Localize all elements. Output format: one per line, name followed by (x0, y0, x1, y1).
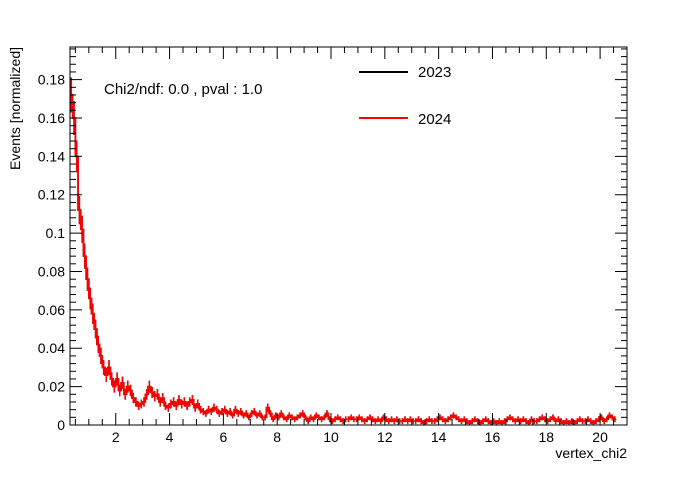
series-line-2024 (70, 94, 617, 424)
y-tick-label: 0.1 (46, 225, 66, 241)
x-tick-label: 10 (323, 429, 339, 445)
x-tick-label: 14 (431, 429, 447, 445)
y-tick-label: 0.02 (38, 379, 65, 395)
legend-label-2024: 2024 (418, 111, 451, 128)
x-tick-label: 4 (166, 429, 174, 445)
y-tick-label: 0.18 (38, 72, 65, 88)
x-axis-label: vertex_chi2 (555, 445, 627, 461)
x-tick-label: 12 (377, 429, 393, 445)
y-tick-label: 0.16 (38, 110, 65, 126)
series-layer (70, 77, 617, 425)
legend: 2023 2024 (359, 64, 451, 128)
y-tick-label: 0.08 (38, 263, 65, 279)
x-tick-label: 6 (219, 429, 227, 445)
y-axis-label: Events [normalized] (7, 47, 23, 170)
y-tick-label: 0 (57, 417, 65, 433)
x-tick-label: 2 (112, 429, 120, 445)
ticks-layer: 2 4 6 8 10 12 14 16 18 20 0 0.02 0.04 0.06 0.08 0.1 0.12… (38, 47, 628, 445)
x-tick-label: 18 (538, 429, 554, 445)
y-tick-label: 0.14 (38, 148, 65, 164)
fit-annotation: Chi2/ndf: 0.0 , pval : 1.0 (104, 81, 262, 98)
legend-label-2023: 2023 (418, 64, 451, 81)
x-tick-label: 20 (592, 429, 608, 445)
y-tick-label: 0.12 (38, 187, 65, 203)
y-tick-label: 0.06 (38, 302, 65, 318)
y-tick-label: 0.04 (38, 340, 65, 356)
x-tick-label: 16 (485, 429, 501, 445)
x-tick-label: 8 (273, 429, 281, 445)
plot-frame (69, 46, 628, 426)
